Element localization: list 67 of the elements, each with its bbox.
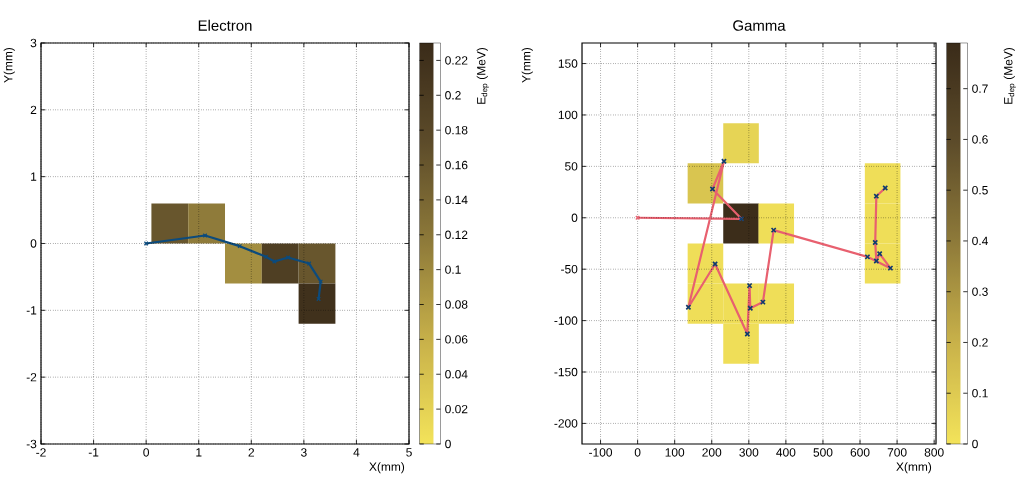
x-axis-title: X(mm) — [369, 462, 405, 474]
color-bar-label: 0.4 — [972, 236, 988, 246]
y-tick-label: -50 — [561, 264, 578, 274]
x-tick-label: -1 — [88, 448, 99, 457]
color-bar-label: 0.06 — [445, 335, 468, 344]
x-tick-label: 5 — [406, 448, 412, 457]
y-tick-label: 150 — [558, 59, 578, 68]
x-tick-label: 300 — [739, 448, 759, 457]
y-axis-title: Y(mm) — [521, 47, 533, 83]
chart-title: Gamma — [733, 20, 786, 31]
y-axis-title: Y(mm) — [3, 47, 15, 83]
x-tick-label: 2 — [248, 448, 255, 457]
y-tick-label: 0 — [571, 213, 578, 222]
color-bar-label: 0.3 — [972, 287, 988, 296]
x-tick-label: 400 — [776, 448, 796, 457]
x-axis-title: X(mm) — [896, 462, 932, 474]
color-bar-label: 0 — [972, 439, 978, 449]
y-tick-label: 2 — [30, 105, 37, 114]
color-bar-label: 0.04 — [445, 370, 468, 379]
point — [285, 255, 291, 260]
color-bar-label: 0.18 — [445, 125, 468, 135]
y-tick-label: -2 — [26, 372, 37, 382]
point — [202, 233, 208, 238]
color-bar-title: E$_{dep}$ (MeV) — [1003, 47, 1016, 104]
x-tick-label: 200 — [702, 448, 722, 457]
point — [237, 243, 243, 249]
point — [318, 279, 324, 284]
x-tick-label: -2 — [36, 448, 46, 457]
color-bar-label: 0.22 — [445, 56, 468, 65]
x-tick-label: 0 — [143, 448, 150, 457]
color-bar-label: 0.02 — [445, 404, 468, 414]
y-tick-label: 100 — [558, 110, 578, 120]
color-bar-label: 0.12 — [445, 230, 468, 239]
x-tick-label: 0 — [634, 448, 641, 457]
point — [306, 261, 312, 266]
y-tick-label: -150 — [554, 367, 578, 377]
chart-title: Electron — [198, 19, 252, 31]
x-tick-label: 800 — [924, 448, 944, 457]
y-tick-label: -1 — [26, 306, 37, 315]
color-bar-label: 0.08 — [445, 300, 468, 309]
x-tick-label: 3 — [300, 448, 307, 457]
color-bar-title: E$_{dep}$ (MeV) — [476, 47, 489, 104]
y-tick-label: -200 — [554, 419, 578, 428]
color-bar-label: 0.2 — [972, 338, 988, 347]
color-bar-label: 0.14 — [445, 195, 468, 205]
x-tick-label: 500 — [813, 448, 833, 457]
point — [263, 254, 269, 260]
x-tick-label: 100 — [665, 448, 685, 457]
x-tick-label: -100 — [589, 448, 613, 457]
color-bar-label: 0 — [445, 439, 451, 449]
y-tick-label: 50 — [565, 162, 578, 171]
y-tick-label: -3 — [26, 439, 37, 449]
y-tick-label: 3 — [30, 38, 37, 48]
y-tick-label: -100 — [554, 316, 578, 325]
color-bar-label: 0.1 — [972, 388, 988, 398]
color-bar-label: 0.2 — [445, 91, 461, 100]
y-tick-label: 1 — [31, 172, 37, 181]
x-tick-label: 700 — [887, 448, 907, 457]
color-bar-label: 0.6 — [972, 135, 988, 144]
x-tick-label: 4 — [353, 448, 360, 457]
color-bar-label: 0.16 — [445, 160, 468, 170]
color-bar-label: 0.7 — [972, 84, 988, 93]
x-tick-label: 600 — [850, 448, 870, 457]
x-tick-label: 1 — [196, 448, 202, 457]
color-bar-label: 0.1 — [445, 265, 461, 274]
y-tick-label: 0 — [30, 239, 37, 248]
color-bar-label: 0.5 — [972, 185, 988, 195]
